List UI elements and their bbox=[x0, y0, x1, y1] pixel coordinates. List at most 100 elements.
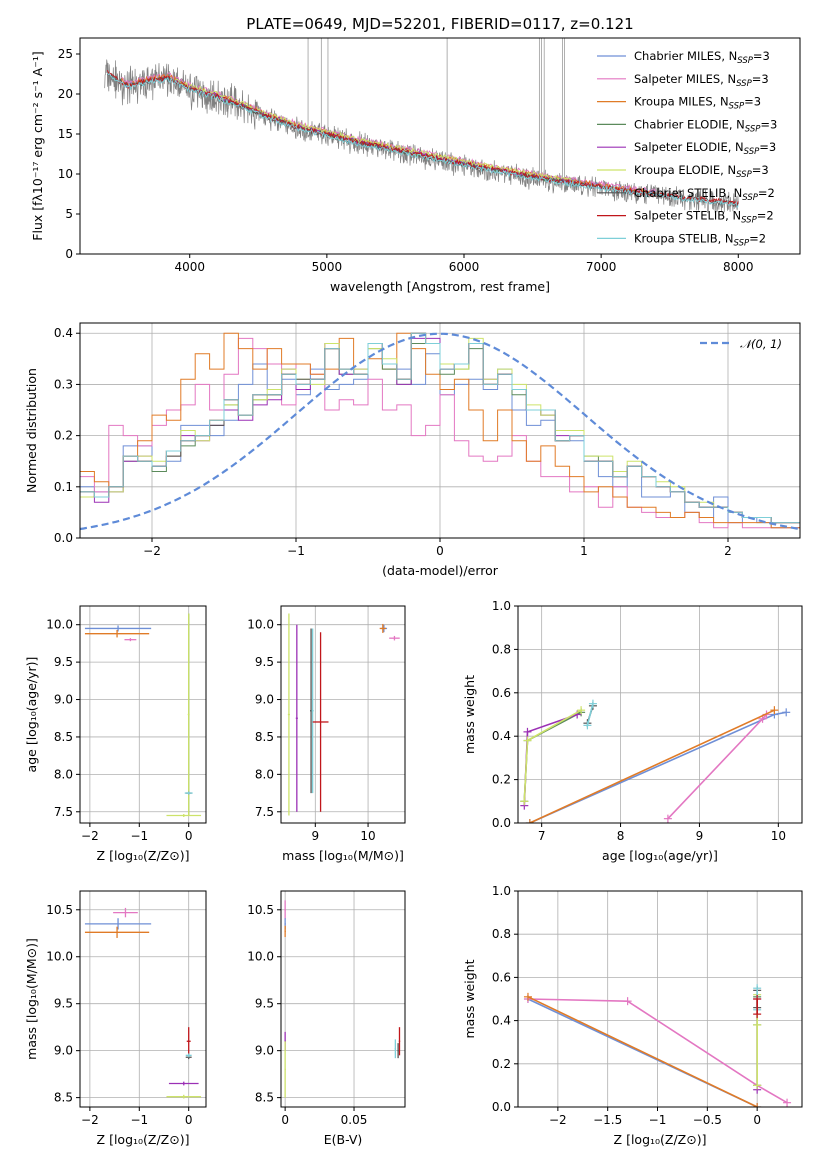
y-tick-label: 7.5 bbox=[54, 805, 73, 819]
y-axis-label: mass weight bbox=[462, 959, 477, 1038]
x-tick-label: 0 bbox=[753, 1113, 761, 1127]
plot-area bbox=[80, 332, 800, 531]
y-tick-label: 8.5 bbox=[54, 1091, 73, 1105]
x-axis-label: mass [log₁₀(M/M⊙)] bbox=[282, 848, 404, 863]
y-tick-label: 0.8 bbox=[492, 927, 511, 941]
observed-spectrum bbox=[104, 59, 739, 214]
y-axis-label: mass [log₁₀(M/M⊙)] bbox=[24, 938, 39, 1060]
plot-area bbox=[523, 984, 792, 1107]
y-tick-label: 10.0 bbox=[247, 618, 274, 632]
y-tick-label: 8.5 bbox=[255, 730, 274, 744]
y-tick-label: 0.2 bbox=[492, 773, 511, 787]
x-tick-label: −1 bbox=[287, 544, 305, 558]
model-spectrum-5 bbox=[175, 78, 574, 184]
histogram-2 bbox=[80, 332, 800, 529]
x-axis-label: wavelength [Angstrom, rest frame] bbox=[330, 279, 550, 294]
x-tick-label: 10 bbox=[360, 829, 375, 843]
y-tick-label: 8.0 bbox=[54, 767, 73, 781]
y-tick-label: 1.0 bbox=[492, 884, 511, 898]
normal-legend-label: 𝒩(0, 1) bbox=[740, 337, 782, 351]
y-tick-label: 1.0 bbox=[492, 599, 511, 613]
y-tick-label: 8.5 bbox=[255, 1091, 274, 1105]
y-tick-label: 9.5 bbox=[255, 997, 274, 1011]
axes-frame bbox=[280, 890, 406, 1108]
axes-frame bbox=[517, 890, 803, 1108]
y-tick-label: 9.0 bbox=[54, 1044, 73, 1058]
x-tick-label: 0 bbox=[185, 829, 193, 843]
x-tick-label: 6000 bbox=[449, 260, 480, 274]
y-tick-label: 0.2 bbox=[54, 429, 73, 443]
x-axis-label: Z [log₁₀(Z/Z⊙)] bbox=[614, 1132, 707, 1147]
panel-z-vs-age: −2 −1 0 7.5 8.0 8.5 9.0 9.5 10.0 Z [log₁₀(Z/Z⊙)] a… bbox=[24, 605, 207, 863]
y-tick-label: 0.3 bbox=[54, 377, 73, 391]
y-tick-label: 10.0 bbox=[247, 950, 274, 964]
y-tick-label: 0.6 bbox=[492, 970, 511, 984]
panel-z-vs-weight: −2 −1.5 −1 −0.5 0 0.0 0.2 0.4 0.6 0.8 1.0 Z [log₁₀(… bbox=[462, 884, 803, 1147]
x-tick-label: −2 bbox=[81, 1113, 99, 1127]
y-tick-label: 15 bbox=[58, 127, 73, 141]
histogram-1 bbox=[80, 337, 800, 529]
y-tick-label: 20 bbox=[58, 87, 73, 101]
y-tick-label: 0.6 bbox=[492, 686, 511, 700]
x-tick-label: −2 bbox=[81, 829, 99, 843]
x-tick-label: 0 bbox=[436, 544, 444, 558]
y-tick-label: 8.0 bbox=[255, 767, 274, 781]
y-tick-label: 10.0 bbox=[46, 618, 73, 632]
axes-frame bbox=[280, 605, 406, 824]
plot-area bbox=[284, 900, 401, 1098]
weight-line-0 bbox=[529, 711, 787, 823]
y-tick-label: 0.8 bbox=[492, 642, 511, 656]
x-tick-label: 9 bbox=[311, 829, 319, 843]
y-tick-label: 8.5 bbox=[54, 730, 73, 744]
weight-line-1 bbox=[527, 998, 788, 1104]
y-tick-label: 0.1 bbox=[54, 480, 73, 494]
panel-z-vs-mass: −2 −1 0 8.5 9.0 9.5 10.0 10.5 Z [log₁₀(Z/Z⊙)] mas… bbox=[24, 890, 207, 1147]
plot-area bbox=[84, 613, 202, 818]
y-tick-label: 0.4 bbox=[54, 326, 73, 340]
x-tick-label: 1 bbox=[580, 544, 588, 558]
x-tick-label: 9 bbox=[696, 829, 704, 843]
y-tick-label: 9.0 bbox=[54, 693, 73, 707]
y-tick-label: 0.2 bbox=[492, 1057, 511, 1071]
axes-frame bbox=[79, 37, 801, 255]
figure-title: PLATE=0649, MJD=52201, FIBERID=0117, z=0… bbox=[246, 15, 633, 33]
plot-area bbox=[287, 613, 400, 816]
x-axis-label: age [log₁₀(age/yr)] bbox=[602, 848, 718, 863]
x-tick-label: 2 bbox=[724, 544, 732, 558]
y-tick-label: 7.5 bbox=[255, 805, 274, 819]
histogram-8 bbox=[80, 332, 800, 524]
legend-entry: Chabrier ELODIE, NSSP=3 bbox=[634, 117, 777, 134]
axes-frame bbox=[79, 322, 801, 539]
axes-frame bbox=[517, 605, 803, 824]
weight-line-2 bbox=[527, 996, 758, 1107]
y-tick-label: 9.0 bbox=[255, 1044, 274, 1058]
legend-entry: Salpeter MILES, NSSP=3 bbox=[634, 72, 769, 89]
panel-residuals: −2 −1 0 1 2 0.0 0.1 0.2 0.3 0.4 (data-model)/error… bbox=[24, 322, 801, 578]
y-axis-label: Normed distribution bbox=[24, 368, 39, 493]
y-tick-label: 10 bbox=[58, 167, 73, 181]
panel-spectrum: 4000 5000 6000 7000 8000 0 5 10 15 20 25 wavelength… bbox=[30, 37, 801, 294]
weight-line-7 bbox=[586, 703, 594, 726]
y-tick-label: 0.0 bbox=[54, 531, 73, 545]
x-axis-label: Z [log₁₀(Z/Z⊙)] bbox=[97, 1132, 190, 1147]
spectrum-legend: Chabrier MILES, NSSP=3 Salpeter MILES, NS… bbox=[597, 49, 777, 248]
y-tick-label: 10.0 bbox=[46, 950, 73, 964]
y-tick-label: 5 bbox=[65, 207, 73, 221]
x-axis-label: E(B-V) bbox=[324, 1132, 363, 1147]
y-tick-label: 10.5 bbox=[247, 903, 274, 917]
x-tick-label: −0.5 bbox=[693, 1113, 722, 1127]
x-tick-label: 4000 bbox=[174, 260, 205, 274]
x-tick-label: 8 bbox=[617, 829, 625, 843]
panel-ebv-vs-mass: 0 0.05 8.5 9.0 9.5 10.0 10.5 E(B-V) bbox=[247, 890, 406, 1147]
x-axis-label: (data-model)/error bbox=[382, 563, 499, 578]
y-tick-label: 9.0 bbox=[255, 693, 274, 707]
x-tick-label: 0 bbox=[185, 1113, 193, 1127]
y-tick-label: 9.5 bbox=[255, 655, 274, 669]
plot-area bbox=[84, 907, 202, 1099]
legend-entry: Kroupa MILES, NSSP=3 bbox=[634, 95, 761, 112]
y-tick-label: 0.4 bbox=[492, 729, 511, 743]
x-tick-label: 5000 bbox=[312, 260, 343, 274]
normal-curve bbox=[80, 332, 800, 531]
x-tick-label: −1 bbox=[130, 829, 148, 843]
